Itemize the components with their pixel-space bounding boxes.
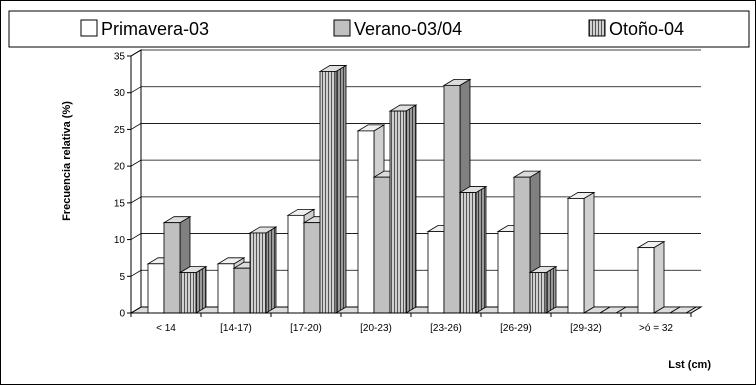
- bar-front: [249, 232, 267, 314]
- bar: [636, 240, 666, 314]
- legend-swatch-primavera: [80, 19, 98, 37]
- bar-front: [147, 263, 165, 314]
- bar-side: [653, 240, 665, 314]
- legend-label-verano: Verano-03/04: [354, 19, 462, 39]
- bar-front: [163, 222, 181, 314]
- y-tick-label: 0: [119, 309, 125, 320]
- bar-front: [389, 110, 407, 314]
- bar-front: [287, 214, 305, 314]
- y-tick-label: 20: [114, 162, 126, 173]
- bar-front: [427, 231, 445, 314]
- bar-front: [319, 71, 337, 314]
- legend-label-primavera: Primavera-03: [101, 19, 209, 39]
- bar: [458, 185, 488, 314]
- bar-front: [217, 263, 235, 314]
- y-tick-label: 15: [114, 198, 126, 209]
- y-axis: 0 5 10 15 20 25 30 35: [114, 52, 132, 320]
- x-tick-label: [26-29): [500, 323, 532, 334]
- legend-swatch-verano: [333, 19, 351, 37]
- gridline: [130, 86, 701, 94]
- bar-side: [545, 265, 557, 314]
- x-axis-title: Lst (cm): [668, 359, 711, 371]
- x-tick-label: >ó = 32: [639, 323, 673, 334]
- bar-front: [373, 176, 391, 314]
- bar-front: [303, 222, 321, 314]
- y-tick-label: 25: [114, 125, 126, 136]
- bar-side: [583, 191, 595, 314]
- bar: [566, 191, 596, 314]
- gridline: [130, 123, 701, 130]
- bar-front: [459, 192, 477, 314]
- bar-side: [405, 104, 417, 314]
- x-tick-label: [17-20): [290, 323, 322, 334]
- bar: [178, 265, 208, 314]
- bar: [162, 215, 192, 314]
- x-tick-label: < 14: [156, 323, 176, 334]
- bar: [388, 104, 418, 314]
- bar-front: [497, 231, 515, 314]
- legend-swatch-otono: [588, 19, 606, 37]
- legend-box: [8, 10, 750, 48]
- legend-label-otono: Otoño-04: [609, 19, 684, 39]
- bar-side: [195, 265, 207, 314]
- y-tick-label: 35: [114, 52, 126, 63]
- bar: [528, 265, 558, 314]
- bar: [318, 64, 348, 314]
- bar-front: [567, 198, 585, 314]
- bar-front: [233, 267, 251, 314]
- y-axis-title: Frecuencia relativa (%): [61, 101, 73, 221]
- y-tick-label: 10: [114, 235, 126, 246]
- y-tick-label: 5: [119, 272, 125, 283]
- bar-front: [637, 247, 655, 314]
- x-tick-label: [29-32): [570, 323, 602, 334]
- bar-side: [475, 185, 487, 314]
- bar-front: [179, 272, 197, 314]
- x-tick-label: [23-26): [430, 323, 462, 334]
- bar: [248, 226, 278, 314]
- legend: Primavera-03 Verano-03/04 Otoño-04: [8, 10, 750, 48]
- bar-front: [513, 176, 531, 314]
- gridline: [130, 159, 701, 167]
- bar-side: [265, 226, 277, 314]
- x-axis: < 14 [14-17) [17-20) [20-23) [23-26) [26-29) […: [130, 312, 692, 334]
- x-tick-label: [20-23): [360, 323, 392, 334]
- y-tick-label: 30: [114, 88, 126, 99]
- bars: [146, 64, 698, 314]
- bar-front: [529, 272, 547, 314]
- gridline: [130, 49, 701, 57]
- bar-front: [357, 130, 375, 314]
- bar-side: [335, 64, 347, 314]
- x-tick-label: [14-17): [220, 323, 252, 334]
- bar-front: [443, 84, 461, 314]
